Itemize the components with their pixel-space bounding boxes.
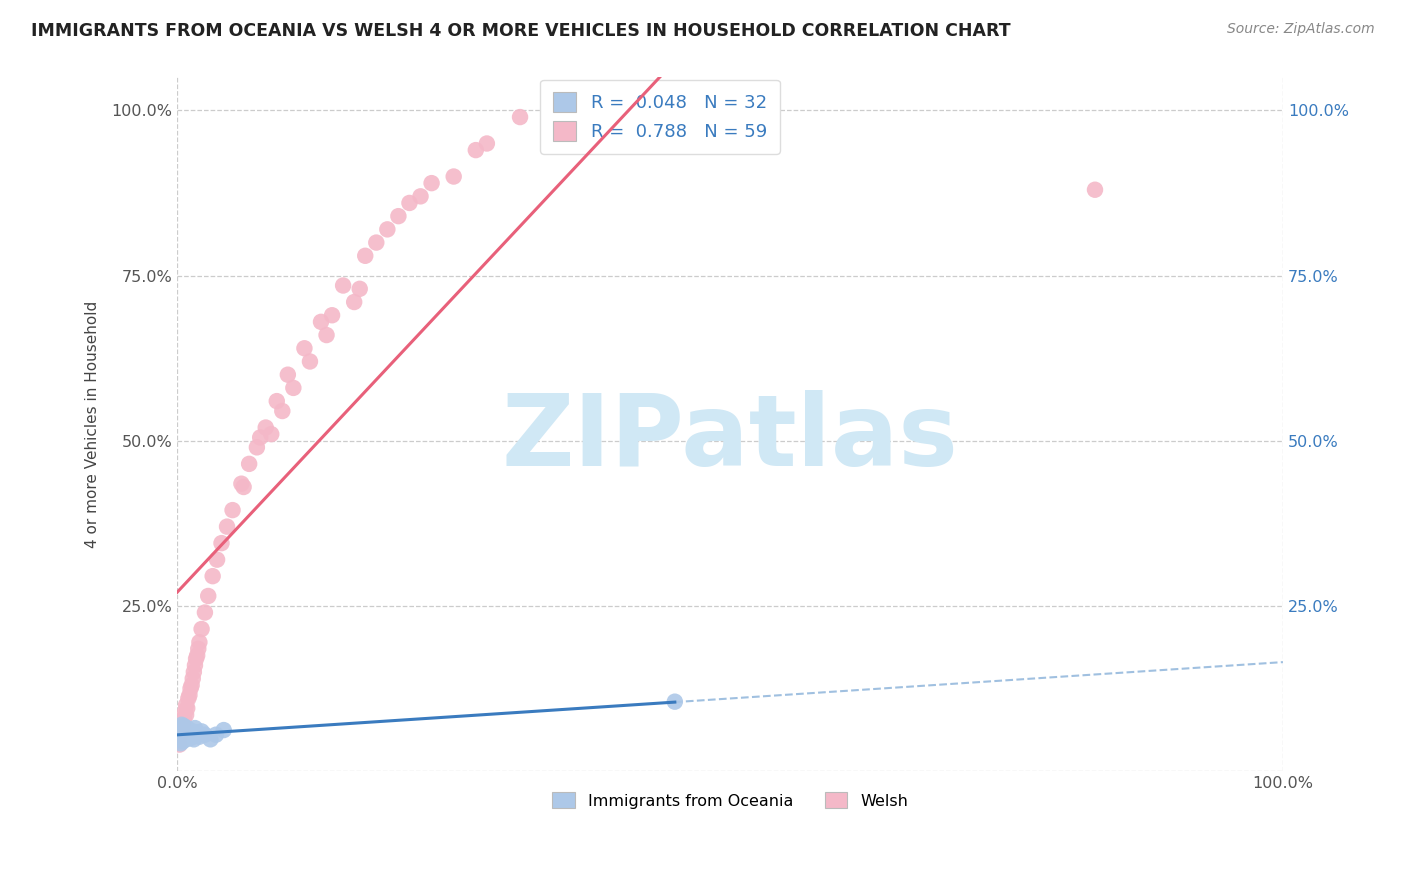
Point [179, 688, 201, 702]
Point [173, 719, 195, 733]
Point [186, 648, 208, 663]
Point [174, 731, 197, 745]
Point [205, 728, 228, 742]
Point [180, 681, 202, 696]
Point [409, 189, 432, 203]
Point [260, 427, 283, 442]
Point [231, 476, 253, 491]
Point [183, 665, 205, 679]
Point [420, 176, 443, 190]
Point [271, 404, 294, 418]
Point [169, 721, 191, 735]
Point [180, 728, 202, 742]
Point [232, 480, 254, 494]
Point [464, 143, 486, 157]
Point [188, 730, 211, 744]
Text: ZIPatlas: ZIPatlas [502, 390, 959, 487]
Point [174, 707, 197, 722]
Point [277, 368, 299, 382]
Legend: Immigrants from Oceania, Welsh: Immigrants from Oceania, Welsh [546, 786, 914, 815]
Y-axis label: 4 or more Vehicles in Household: 4 or more Vehicles in Household [86, 301, 100, 548]
Point [183, 732, 205, 747]
Point [249, 430, 271, 444]
Point [169, 732, 191, 747]
Point [174, 725, 197, 739]
Point [309, 315, 332, 329]
Point [1084, 183, 1107, 197]
Point [172, 724, 194, 739]
Point [197, 589, 219, 603]
Point [201, 569, 224, 583]
Point [246, 441, 269, 455]
Point [181, 672, 204, 686]
Point [266, 394, 288, 409]
Point [167, 728, 190, 742]
Point [186, 725, 208, 739]
Point [179, 725, 201, 739]
Point [188, 635, 211, 649]
Point [349, 282, 371, 296]
Point [174, 705, 197, 719]
Point [443, 169, 465, 184]
Point [174, 723, 197, 737]
Text: Source: ZipAtlas.com: Source: ZipAtlas.com [1227, 22, 1375, 37]
Point [180, 731, 202, 745]
Point [177, 691, 200, 706]
Point [176, 701, 198, 715]
Point [194, 728, 217, 742]
Point [298, 354, 321, 368]
Point [170, 730, 193, 744]
Point [215, 519, 238, 533]
Point [174, 732, 197, 747]
Point [170, 718, 193, 732]
Point [205, 552, 228, 566]
Point [475, 136, 498, 151]
Point [177, 730, 200, 744]
Point [172, 718, 194, 732]
Point [184, 651, 207, 665]
Point [332, 278, 354, 293]
Point [173, 728, 195, 742]
Point [315, 328, 337, 343]
Point [375, 222, 398, 236]
Point [174, 698, 197, 712]
Point [190, 724, 212, 739]
Point [169, 725, 191, 739]
Point [173, 711, 195, 725]
Point [184, 721, 207, 735]
Point [343, 295, 366, 310]
Point [238, 457, 260, 471]
Point [177, 724, 200, 739]
Point [354, 249, 377, 263]
Point [366, 235, 388, 250]
Point [176, 721, 198, 735]
Point [664, 695, 686, 709]
Point [221, 503, 243, 517]
Point [181, 724, 204, 739]
Point [190, 622, 212, 636]
Point [211, 536, 233, 550]
Point [170, 721, 193, 735]
Point [387, 209, 409, 223]
Point [184, 658, 207, 673]
Text: IMMIGRANTS FROM OCEANIA VS WELSH 4 OR MORE VEHICLES IN HOUSEHOLD CORRELATION CHA: IMMIGRANTS FROM OCEANIA VS WELSH 4 OR MO… [31, 22, 1011, 40]
Point [398, 196, 420, 211]
Point [254, 420, 277, 434]
Point [180, 678, 202, 692]
Point [194, 606, 217, 620]
Point [169, 736, 191, 750]
Point [294, 341, 316, 355]
Point [169, 738, 191, 752]
Point [172, 734, 194, 748]
Point [283, 381, 305, 395]
Point [509, 110, 531, 124]
Point [169, 728, 191, 742]
Point [212, 723, 235, 737]
Point [187, 641, 209, 656]
Point [200, 732, 222, 747]
Point [321, 308, 343, 322]
